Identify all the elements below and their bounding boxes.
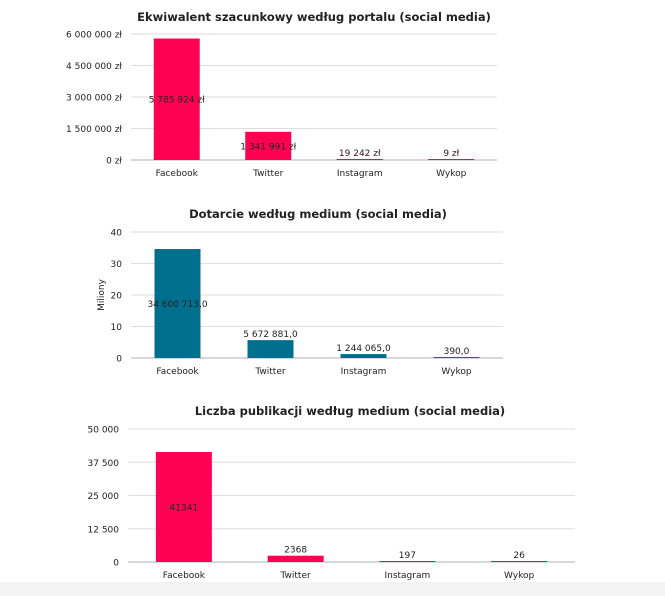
x-tick-label: Facebook [156, 169, 199, 179]
y-tick-label: 40 [111, 229, 123, 239]
y-tick-label: 0 [113, 559, 119, 569]
chart3-title: Liczba publikacji według medium (social … [194, 404, 506, 418]
y-tick-label: 50 000 [88, 426, 120, 436]
bar-facebook [153, 38, 200, 161]
bar-facebook [154, 249, 201, 358]
chart-reach: 0 10 20 30 40 Miliony 34 600 713,0 Facebook 5 67… [97, 229, 503, 377]
y-tick-label: 0 [116, 355, 122, 365]
data-label: 197 [399, 551, 416, 561]
y-tick-label: 30 [111, 260, 123, 270]
x-tick-label: Instagram [384, 571, 430, 580]
bar-wykop [433, 357, 480, 358]
data-label: 1 244 065,0 [336, 344, 391, 354]
data-label: 41341 [170, 504, 199, 514]
bar-twitter [247, 340, 294, 358]
x-tick-label: Twitter [254, 367, 285, 377]
x-tick-label: Twitter [252, 169, 283, 179]
data-label: 5 672 881,0 [243, 330, 298, 340]
y-tick-label: 1 500 000 zł [66, 125, 122, 135]
x-tick-label: Wykop [504, 571, 534, 580]
y-tick-label: 12 500 [88, 525, 120, 535]
chart-portal-equivalent: 0 zł 1 500 000 zł 3 000 000 zł 4 500 000 zł… [66, 31, 497, 179]
chart-publications: 0 12 500 25 000 37 500 50 000 41341 Facebook 23… [88, 426, 575, 580]
bar-wykop [491, 561, 548, 562]
data-label: 9 zł [443, 149, 459, 159]
y-tick-label: 6 000 000 zł [66, 31, 122, 41]
y-tick-label: 4 500 000 zł [66, 62, 122, 72]
x-tick-label: Facebook [156, 367, 199, 377]
bar-instagram [379, 561, 436, 562]
bar-wykop [428, 159, 475, 160]
data-label: 2368 [284, 546, 307, 556]
chart1-title: Ekwiwalent szacunkowy według portalu (so… [137, 10, 491, 24]
x-tick-label: Facebook [163, 571, 206, 580]
y-axis-label: Miliony [97, 278, 107, 310]
x-tick-label: Wykop [441, 367, 471, 377]
data-label: 5 785 924 zł [149, 96, 205, 106]
x-tick-label: Wykop [436, 169, 466, 179]
data-label: 1 341 991 zł [240, 142, 296, 152]
y-tick-label: 37 500 [88, 459, 120, 469]
y-tick-label: 10 [111, 323, 123, 333]
bar-twitter [267, 555, 324, 562]
bar-facebook [155, 452, 212, 562]
y-tick-label: 20 [111, 292, 123, 302]
data-label: 19 242 zł [339, 149, 381, 159]
data-label: 34 600 713,0 [147, 300, 207, 310]
bar-twitter [245, 131, 292, 160]
chart2-title: Dotarcie według medium (social media) [189, 207, 447, 221]
data-label: 390,0 [444, 347, 470, 357]
bottom-strip [0, 582, 665, 596]
x-tick-label: Instagram [337, 169, 383, 179]
y-tick-label: 3 000 000 zł [66, 94, 122, 104]
y-tick-label: 0 zł [106, 157, 122, 167]
y-tick-label: 25 000 [88, 492, 120, 502]
x-tick-label: Instagram [341, 367, 387, 377]
data-label: 26 [513, 551, 525, 561]
x-tick-label: Twitter [280, 571, 311, 580]
bar-instagram [340, 354, 387, 358]
bar-instagram [336, 159, 383, 160]
